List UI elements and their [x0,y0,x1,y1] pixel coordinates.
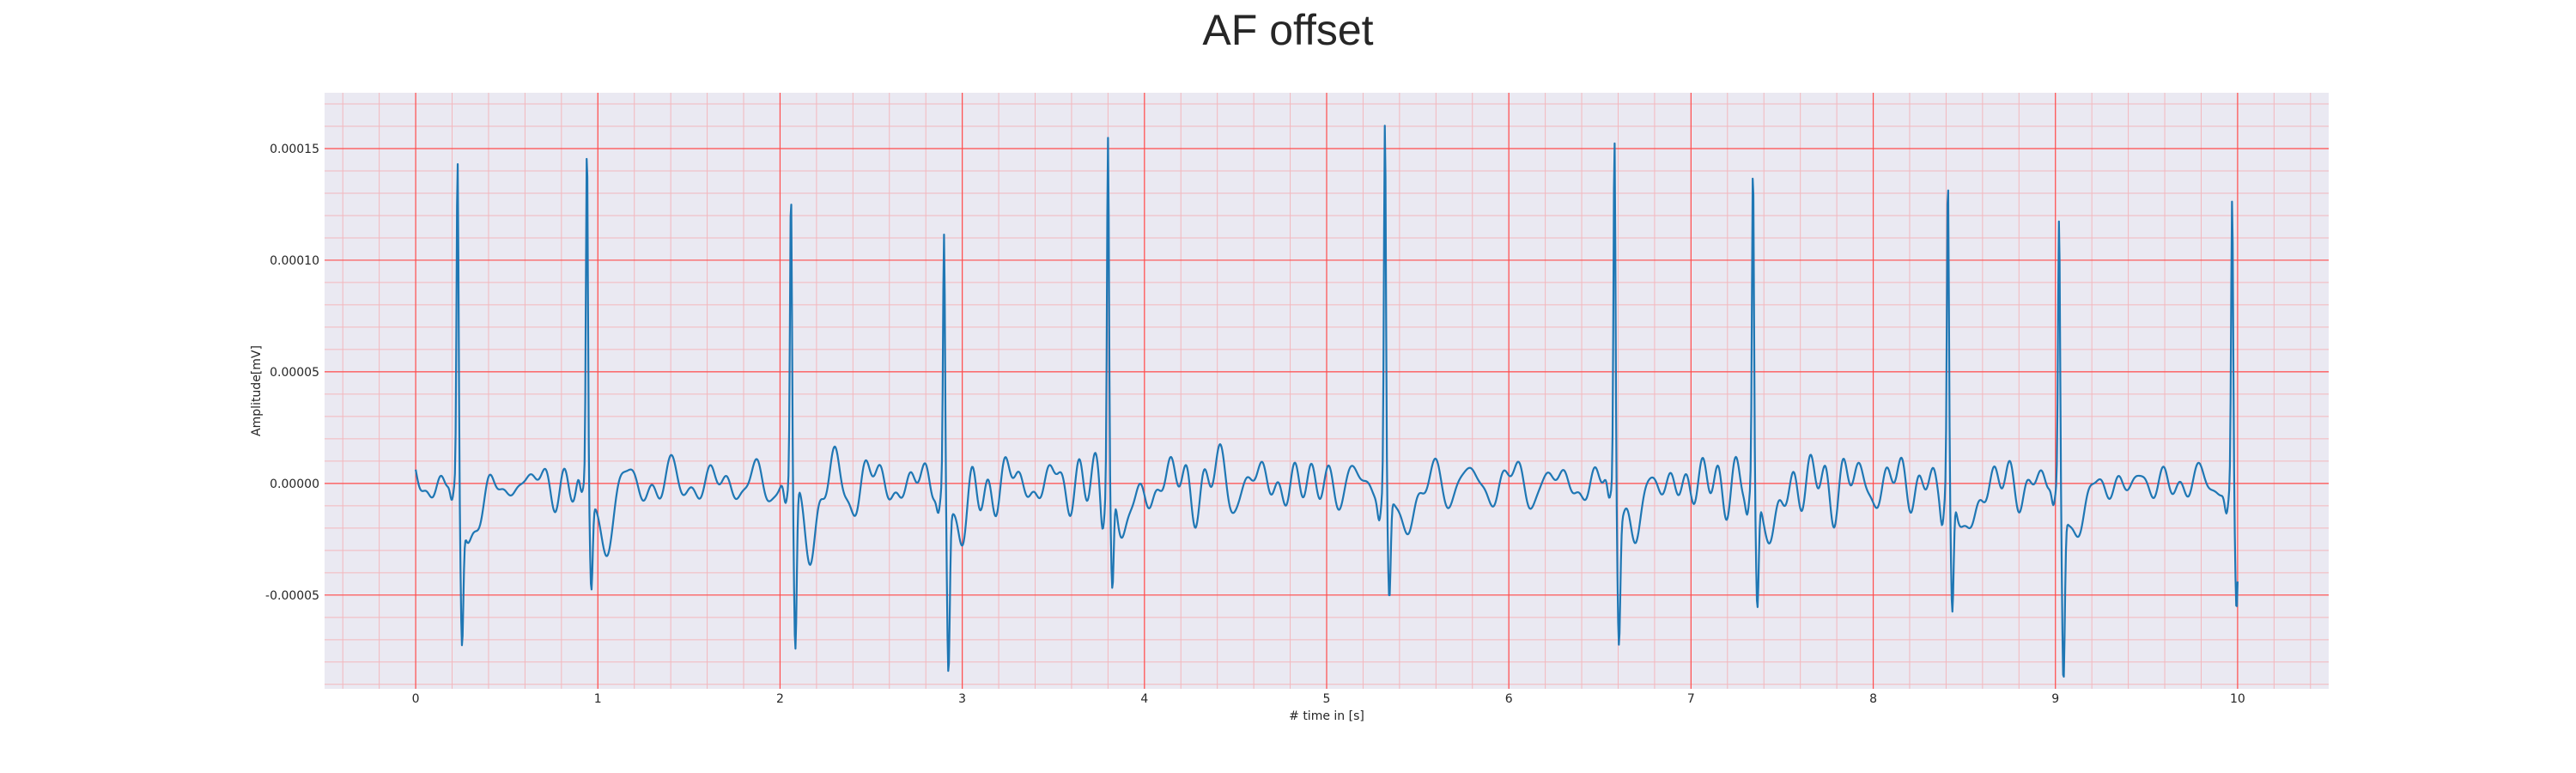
y-tick-label: 0.00000 [270,478,319,491]
y-tick-label: 0.00005 [270,366,319,380]
x-tick-label: 9 [2051,692,2059,706]
x-tick-label: 1 [594,692,602,706]
x-tick-labels: 0 1 2 3 4 5 6 7 8 9 10 [412,692,2245,706]
y-tick-label: -0.00005 [265,589,319,603]
x-tick-label: 6 [1505,692,1513,706]
x-tick-label: 4 [1140,692,1148,706]
x-tick-label: 8 [1869,692,1877,706]
signal-line [415,125,2239,678]
y-tick-labels: -0.00005 0.00000 0.00005 0.00010 0.00015 [265,143,319,603]
x-tick-label: 5 [1323,692,1331,706]
chart-title: AF offset [1202,6,1373,54]
x-tick-label: 0 [412,692,420,706]
x-tick-label: 10 [2230,692,2245,706]
y-axis-label: Amplitude[mV] [250,345,264,436]
series-group [415,125,2239,678]
y-tick-label: 0.00010 [270,254,319,268]
x-tick-label: 3 [958,692,966,706]
y-tick-label: 0.00015 [270,143,319,156]
x-tick-label: 2 [776,692,784,706]
major-grid [325,93,2329,689]
x-axis-label: # time in [s] [1289,709,1364,723]
x-tick-label: 7 [1687,692,1695,706]
